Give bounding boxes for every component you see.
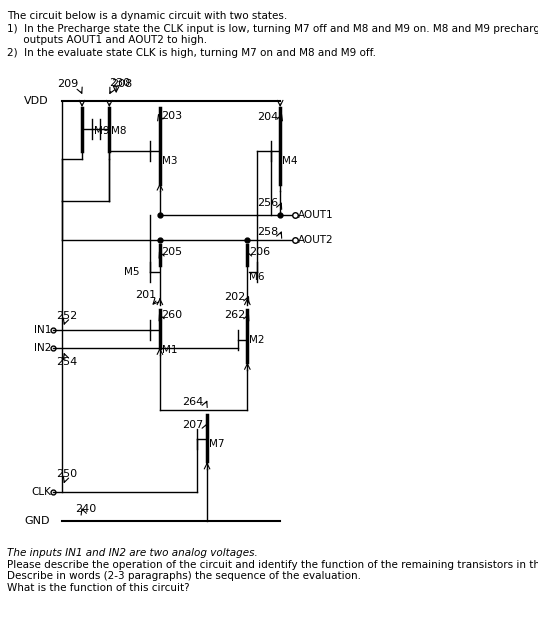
Text: AOUT2: AOUT2: [298, 236, 334, 246]
Text: M5: M5: [124, 267, 139, 277]
Text: 206: 206: [249, 247, 270, 257]
Text: 240: 240: [75, 504, 96, 514]
Text: GND: GND: [24, 516, 49, 526]
Text: 2)  In the evaluate state CLK is high, turning M7 on and M8 and M9 off.: 2) In the evaluate state CLK is high, tu…: [7, 48, 376, 58]
Text: 260: 260: [161, 310, 182, 320]
Text: M2: M2: [250, 335, 265, 345]
Text: outputs AOUT1 and AOUT2 to high.: outputs AOUT1 and AOUT2 to high.: [7, 35, 207, 45]
Text: M7: M7: [209, 440, 224, 450]
Text: Please describe the operation of the circuit and identify the function of the re: Please describe the operation of the cir…: [7, 560, 538, 570]
Text: M8: M8: [111, 126, 127, 136]
Text: 202: 202: [224, 292, 245, 302]
Text: IN1: IN1: [34, 325, 51, 335]
Text: 207: 207: [182, 420, 204, 430]
Text: Describe in words (2-3 paragraphs) the sequence of the evaluation.: Describe in words (2-3 paragraphs) the s…: [7, 571, 361, 581]
Text: VDD: VDD: [24, 96, 48, 106]
Text: AOUT1: AOUT1: [298, 210, 334, 220]
Text: M9: M9: [94, 126, 109, 136]
Text: 256: 256: [257, 198, 278, 208]
Text: 204: 204: [257, 112, 278, 122]
Text: 254: 254: [56, 357, 77, 367]
Text: 205: 205: [161, 247, 182, 257]
Text: 230: 230: [109, 78, 131, 88]
Text: 1)  In the Precharge state the CLK input is low, turning M7 off and M8 and M9 on: 1) In the Precharge state the CLK input …: [7, 24, 538, 35]
Text: 262: 262: [224, 310, 245, 320]
Text: 208: 208: [111, 79, 132, 89]
Text: 264: 264: [182, 397, 204, 406]
Text: The circuit below is a dynamic circuit with two states.: The circuit below is a dynamic circuit w…: [7, 11, 287, 21]
Text: IN2: IN2: [34, 343, 51, 353]
Text: CLK: CLK: [31, 487, 51, 497]
Text: M3: M3: [162, 156, 178, 166]
Text: M6: M6: [250, 272, 265, 282]
Text: 250: 250: [56, 469, 77, 479]
Text: M1: M1: [162, 345, 178, 355]
Text: 258: 258: [257, 227, 278, 237]
Text: M4: M4: [282, 156, 298, 166]
Text: 252: 252: [56, 311, 77, 321]
Text: The inputs IN1 and IN2 are two analog voltages.: The inputs IN1 and IN2 are two analog vo…: [7, 548, 258, 558]
Text: 209: 209: [58, 79, 79, 89]
Text: 203: 203: [161, 111, 182, 121]
Text: What is the function of this circuit?: What is the function of this circuit?: [7, 583, 189, 593]
Text: 201: 201: [136, 290, 157, 300]
